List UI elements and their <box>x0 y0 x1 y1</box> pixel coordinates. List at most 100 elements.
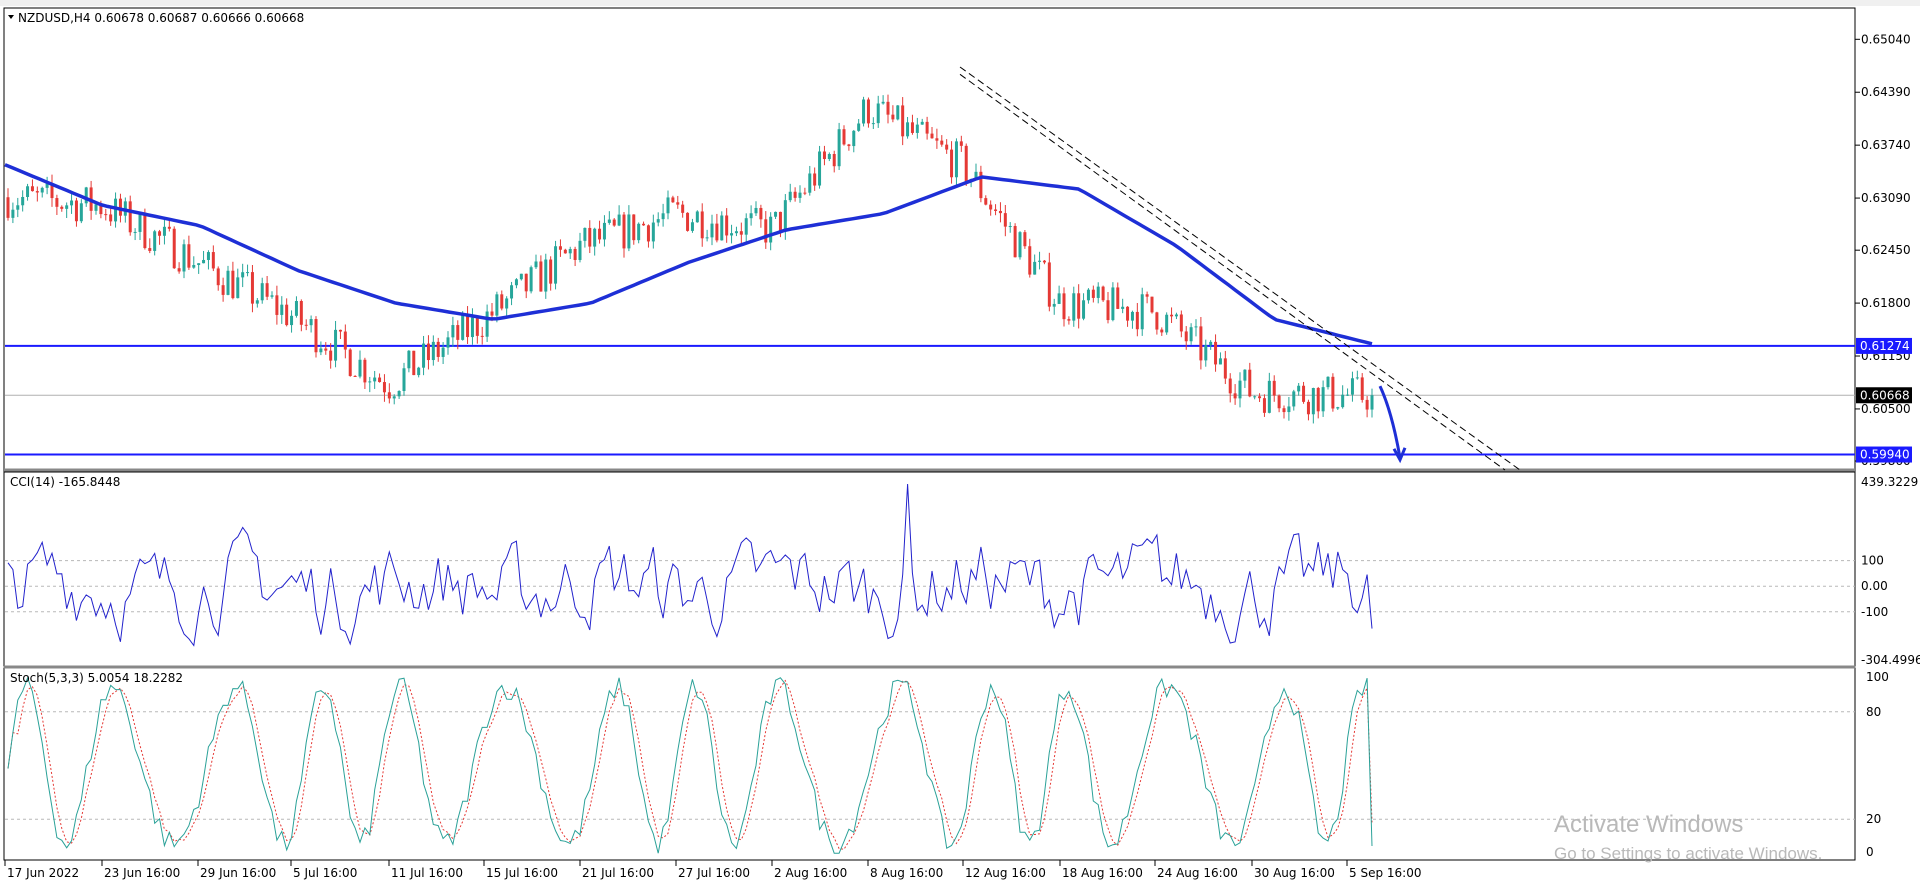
price-tick-label: 0.63740 <box>1861 138 1911 152</box>
bull-candle <box>798 192 802 198</box>
price-tick-label: 0.63090 <box>1861 191 1911 205</box>
bull-candle <box>16 205 20 210</box>
bull-candle <box>358 359 362 377</box>
time-tick-label: 27 Jul 16:00 <box>678 866 750 880</box>
bear-candle <box>832 153 836 167</box>
bear-candle <box>994 209 998 211</box>
bull-candle <box>871 123 875 125</box>
bear-candle <box>1199 326 1203 361</box>
bear-candle <box>524 273 528 292</box>
bull-candle <box>309 319 313 326</box>
bear-candle <box>1150 296 1154 313</box>
bear-candle <box>1331 376 1335 409</box>
bull-candle <box>651 222 655 242</box>
bear-candle <box>314 319 318 353</box>
time-tick-label: 30 Aug 16:00 <box>1254 866 1335 880</box>
bear-candle <box>363 359 367 383</box>
bear-candle <box>1214 341 1218 365</box>
bear-candle <box>99 204 103 215</box>
bull-candle <box>607 219 611 223</box>
bear-candle <box>1145 294 1149 297</box>
bull-candle <box>26 186 30 197</box>
price-tag-label: 0.60668 <box>1860 388 1910 402</box>
bear-candle <box>984 198 988 205</box>
bear-candle <box>387 392 391 399</box>
bear-candle <box>676 202 680 205</box>
bear-candle <box>304 324 308 326</box>
time-tick-label: 21 Jul 16:00 <box>582 866 654 880</box>
bear-candle <box>822 151 826 160</box>
bear-candle <box>172 228 176 269</box>
bear-candle <box>221 285 225 295</box>
bear-candle <box>1155 312 1159 330</box>
bear-candle <box>187 244 191 268</box>
collapse-triangle-icon[interactable] <box>8 15 14 19</box>
bear-candle <box>1223 358 1227 379</box>
bear-candle <box>935 138 939 141</box>
bull-candle <box>1189 327 1193 342</box>
time-tick-label: 2 Aug 16:00 <box>774 866 847 880</box>
bull-candle <box>578 240 582 260</box>
bear-candle <box>1258 396 1262 399</box>
bear-candle <box>1306 401 1310 415</box>
bull-candle <box>583 227 587 241</box>
bull-candle <box>319 348 323 353</box>
bull-candle <box>1174 314 1178 317</box>
bear-candle <box>143 212 147 249</box>
bull-candle <box>1311 388 1315 415</box>
price-tick-label: 0.65040 <box>1861 32 1911 46</box>
bull-candle <box>1267 380 1271 413</box>
time-tick-label: 29 Jun 16:00 <box>200 866 276 880</box>
bull-candle <box>720 215 724 241</box>
bull-candle <box>138 212 142 232</box>
bear-candle <box>764 219 768 243</box>
bear-candle <box>671 197 675 203</box>
bull-candle <box>974 171 978 180</box>
bear-candle <box>866 99 870 124</box>
bull-candle <box>441 347 445 357</box>
bull-candle <box>11 209 15 218</box>
bear-candle <box>490 311 494 316</box>
stoch-label: Stoch(5,3,3) 5.0054 18.2282 <box>10 671 183 685</box>
bull-candle <box>1287 406 1291 413</box>
trend-line-lower <box>959 73 1506 471</box>
bear-candle <box>128 201 132 233</box>
bear-candle <box>1179 314 1183 332</box>
time-tick-label: 5 Sep 16:00 <box>1349 866 1421 880</box>
bear-candle <box>1302 385 1306 402</box>
bear-candle <box>211 252 215 269</box>
bull-candle <box>1018 232 1022 258</box>
cci-pane[interactable] <box>3 471 1856 667</box>
time-tick-label: 12 Aug 16:00 <box>965 866 1046 880</box>
bear-candle <box>1282 408 1286 413</box>
bull-candle <box>1033 261 1037 275</box>
bear-candle <box>1272 380 1276 396</box>
bull-candle <box>1052 303 1056 307</box>
bull-candle <box>334 329 338 361</box>
bull-candle <box>114 198 118 222</box>
bull-candle <box>852 130 856 147</box>
bull-candle <box>1346 394 1350 396</box>
bull-candle <box>495 294 499 316</box>
bull-candle <box>705 237 709 239</box>
bull-candle <box>637 223 641 241</box>
bear-candle <box>426 343 430 361</box>
price-pane[interactable] <box>3 7 1856 473</box>
bear-candle <box>353 375 357 377</box>
bull-candle <box>1355 377 1359 379</box>
price-tag <box>1856 337 1912 354</box>
bull-candle <box>1194 326 1198 328</box>
bear-candle <box>979 171 983 199</box>
stoch-axis-label: 80 <box>1866 705 1881 719</box>
bull-candle <box>153 231 157 251</box>
bull-candle <box>45 183 49 188</box>
trend-line-upper <box>959 66 1521 471</box>
bear-candle <box>30 186 34 192</box>
bull-candle <box>920 121 924 125</box>
time-tick-label: 23 Jun 16:00 <box>104 866 180 880</box>
stoch-pane[interactable] <box>3 667 1856 861</box>
bear-candle <box>646 225 650 242</box>
bull-candle <box>392 396 396 399</box>
bull-candle <box>202 259 206 264</box>
